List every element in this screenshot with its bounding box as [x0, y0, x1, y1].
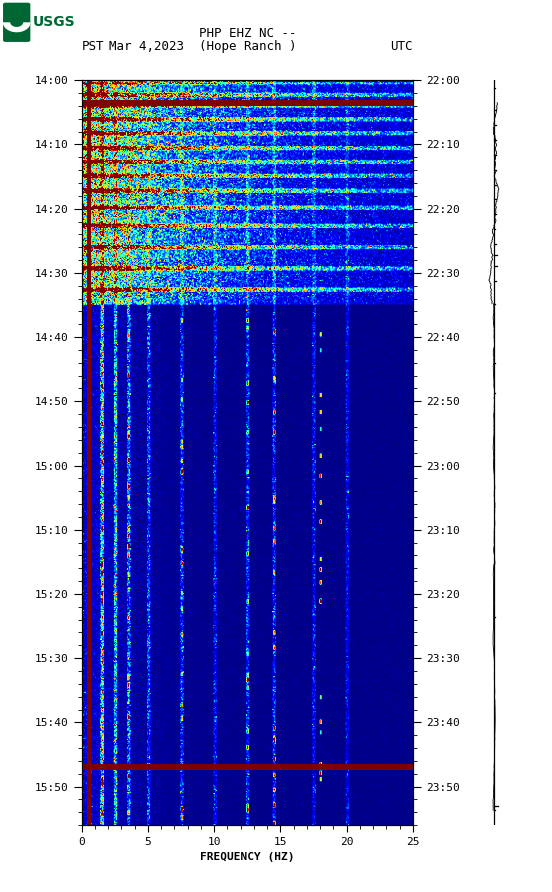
Text: USGS: USGS — [33, 15, 76, 29]
Text: Mar 4,2023: Mar 4,2023 — [109, 40, 184, 53]
Text: UTC: UTC — [390, 40, 413, 53]
FancyBboxPatch shape — [3, 3, 30, 42]
Text: PST: PST — [82, 40, 104, 53]
Text: (Hope Ranch ): (Hope Ranch ) — [199, 40, 296, 53]
X-axis label: FREQUENCY (HZ): FREQUENCY (HZ) — [200, 853, 295, 863]
Text: PHP EHZ NC --: PHP EHZ NC -- — [199, 28, 296, 40]
Wedge shape — [3, 22, 30, 32]
